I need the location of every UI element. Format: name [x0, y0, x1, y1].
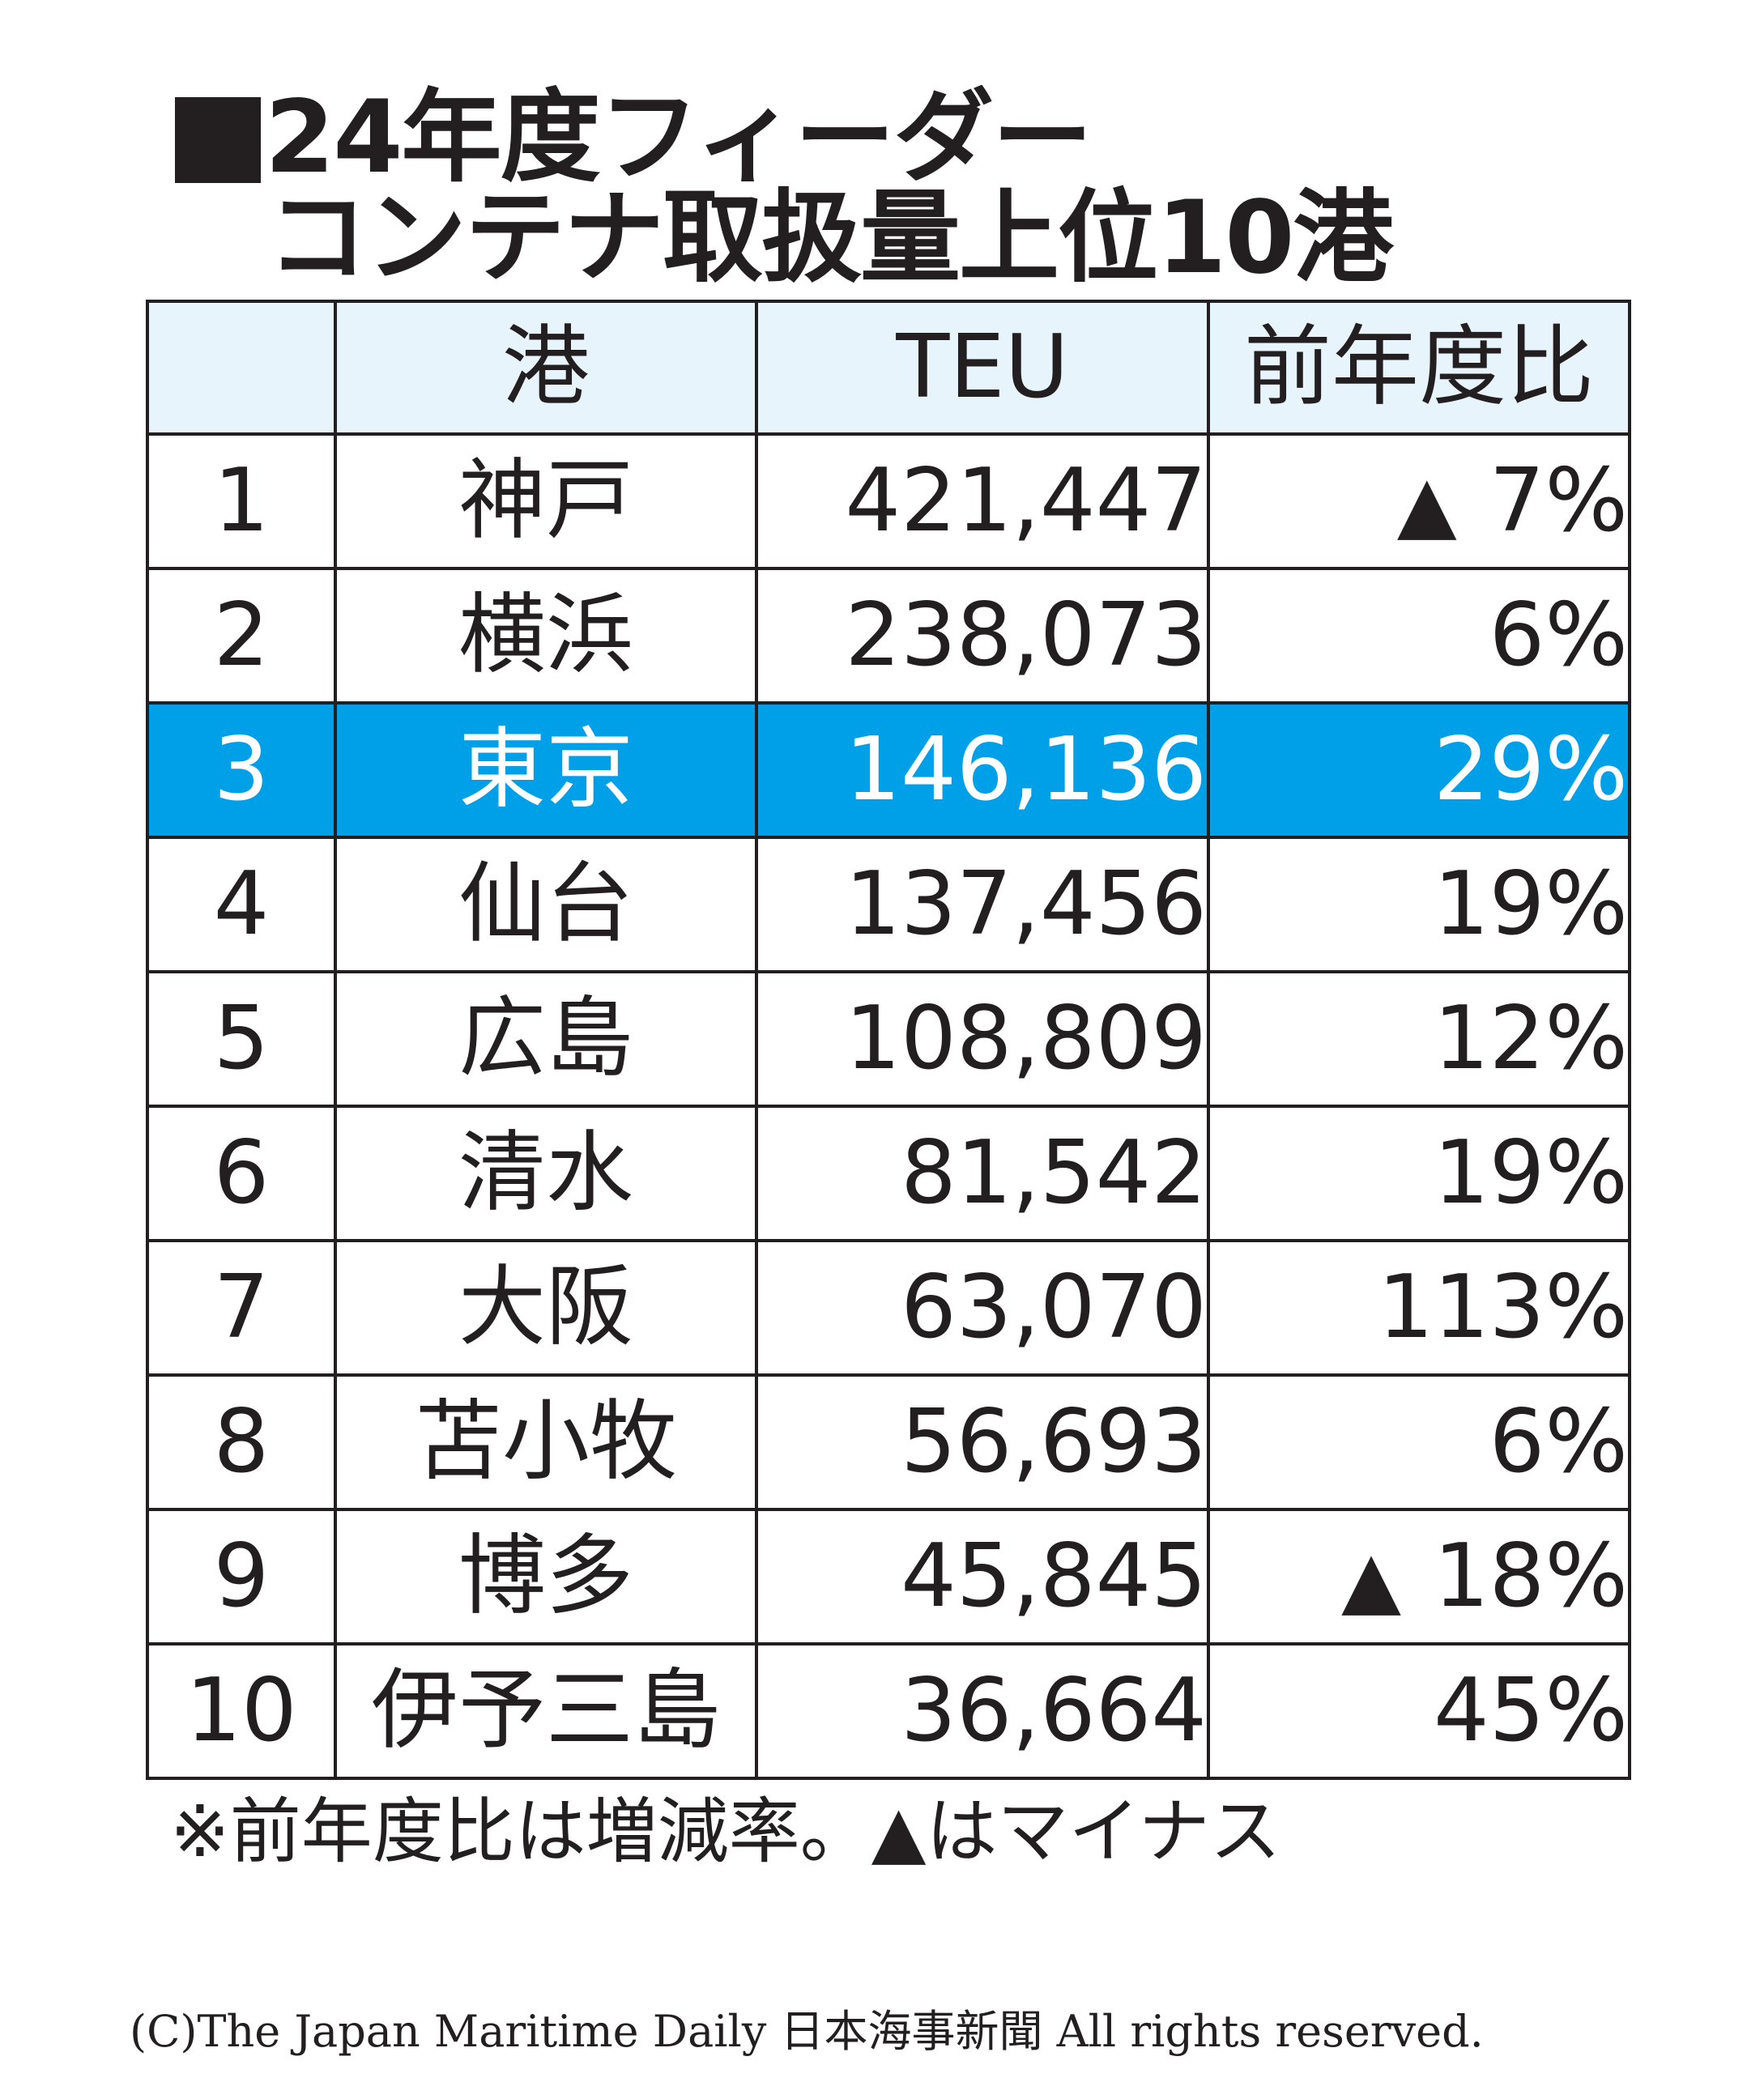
minus-triangle-icon: ▲: [1341, 1534, 1401, 1624]
rank-cell: 8: [146, 1373, 337, 1511]
header-port: 港: [334, 300, 758, 436]
change-value: 113%: [1378, 1257, 1628, 1358]
change-cell: 19%: [1207, 836, 1631, 973]
port-cell: 神戸: [334, 432, 758, 570]
change-value: 18%: [1433, 1526, 1628, 1627]
rank-cell: 5: [146, 970, 337, 1108]
change-value: 19%: [1433, 1122, 1628, 1224]
table-row: 2 横浜 238,073 6%: [146, 567, 1631, 705]
title-square-icon: [175, 97, 261, 183]
chart-title-line1: 24年度フィーダー: [265, 79, 1093, 196]
rank-cell: 10: [146, 1642, 337, 1780]
change-value: 6%: [1489, 585, 1628, 686]
port-cell: 横浜: [334, 567, 758, 705]
port-cell: 大阪: [334, 1239, 758, 1377]
ranking-table: 港 TEU 前年度比 1 神戸 421,447 ▲ 7% 2 横浜 238,073 6% 3 東京 1…: [146, 300, 1631, 1780]
port-cell: 伊予三島: [334, 1642, 758, 1780]
rank-cell: 4: [146, 836, 337, 973]
change-cell: 29%: [1207, 701, 1631, 839]
teu-cell: 146,136: [755, 701, 1210, 839]
change-cell: 12%: [1207, 970, 1631, 1108]
port-cell: 博多: [334, 1508, 758, 1646]
change-cell: ▲ 7%: [1207, 432, 1631, 570]
rank-cell: 9: [146, 1508, 337, 1646]
table-row: 1 神戸 421,447 ▲ 7%: [146, 432, 1631, 570]
copyright: (C)The Japan Maritime Daily 日本海事新聞 All r…: [130, 2006, 1484, 2057]
chart-title-line2: コンテナ取扱量上位10港: [267, 180, 1394, 296]
rank-cell: 1: [146, 432, 337, 570]
teu-cell: 63,070: [755, 1239, 1210, 1377]
rank-cell: 7: [146, 1239, 337, 1377]
teu-cell: 137,456: [755, 836, 1210, 973]
change-cell: 113%: [1207, 1239, 1631, 1377]
rank-cell: 6: [146, 1105, 337, 1242]
port-cell: 広島: [334, 970, 758, 1108]
change-value: 29%: [1433, 719, 1628, 820]
table-row: 7 大阪 63,070 113%: [146, 1239, 1631, 1377]
table-row: 9 博多 45,845 ▲ 18%: [146, 1508, 1631, 1646]
change-cell: 6%: [1207, 567, 1631, 705]
table-row: 6 清水 81,542 19%: [146, 1105, 1631, 1242]
rank-cell: 2: [146, 567, 337, 705]
teu-cell: 421,447: [755, 432, 1210, 570]
rank-cell: 3: [146, 701, 337, 839]
change-value: 45%: [1433, 1660, 1628, 1761]
teu-cell: 238,073: [755, 567, 1210, 705]
teu-cell: 36,664: [755, 1642, 1210, 1780]
change-cell: 45%: [1207, 1642, 1631, 1780]
footnote: ※前年度比は増減率。▲はマイナス: [170, 1790, 1281, 1873]
teu-cell: 45,845: [755, 1508, 1210, 1646]
table-row: 5 広島 108,809 12%: [146, 970, 1631, 1108]
header-teu: TEU: [755, 300, 1210, 436]
table-row: 10 伊予三島 36,664 45%: [146, 1642, 1631, 1780]
header-rank: [146, 300, 337, 436]
teu-cell: 56,693: [755, 1373, 1210, 1511]
change-value: 12%: [1433, 988, 1628, 1089]
minus-triangle-icon: ▲: [1396, 458, 1457, 549]
change-cell: 6%: [1207, 1373, 1631, 1511]
change-value: 19%: [1433, 854, 1628, 955]
change-cell: ▲ 18%: [1207, 1508, 1631, 1646]
teu-cell: 81,542: [755, 1105, 1210, 1242]
table-row: 8 苫小牧 56,693 6%: [146, 1373, 1631, 1511]
teu-cell: 108,809: [755, 970, 1210, 1108]
change-cell: 19%: [1207, 1105, 1631, 1242]
port-cell: 清水: [334, 1105, 758, 1242]
port-cell: 東京: [334, 701, 758, 839]
table-header-row: 港 TEU 前年度比: [146, 300, 1631, 436]
table-row: 3 東京 146,136 29%: [146, 701, 1631, 839]
header-change: 前年度比: [1207, 300, 1631, 436]
table-row: 4 仙台 137,456 19%: [146, 836, 1631, 973]
change-value: 6%: [1489, 1391, 1628, 1492]
change-value: 7%: [1489, 450, 1628, 551]
port-cell: 苫小牧: [334, 1373, 758, 1511]
port-cell: 仙台: [334, 836, 758, 973]
